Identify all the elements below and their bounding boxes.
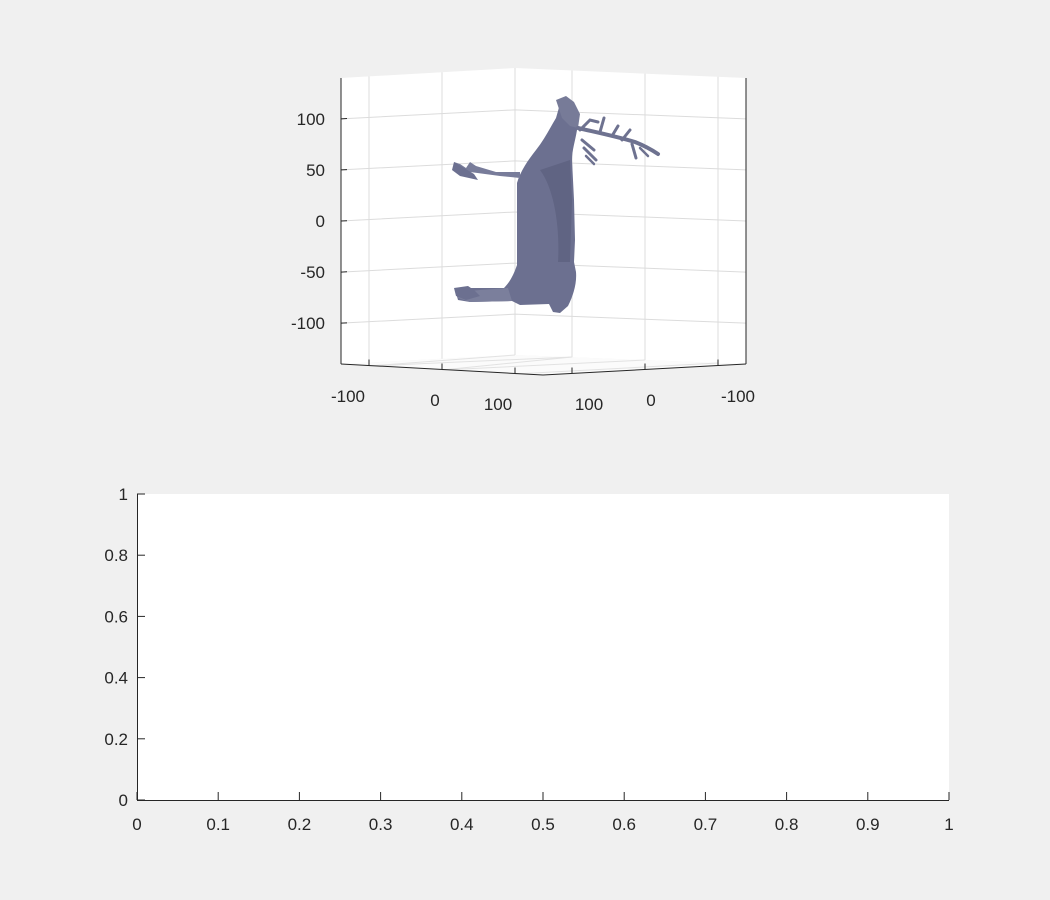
deer-surface [452,96,660,313]
deer-head [556,96,580,128]
z-tick-label: 50 [306,161,325,180]
floor-gridline [441,356,573,371]
y-tick-label-2d: 0.8 [104,546,128,565]
plot-area [137,494,949,800]
ticks-3d: 100 50 0 -50 -100 -100 0 100 100 0 -100 [291,110,755,414]
y-tick-label: 0 [646,391,655,410]
axes-3d: 100 50 0 -50 -100 -100 0 100 100 0 -100 [291,68,755,414]
x-tick-label: -100 [331,387,365,406]
floor-gridline [368,356,573,367]
floor-gridline [514,362,719,375]
deer-upper-legs [454,162,520,178]
x-tick-label-2d: 1 [944,815,953,834]
z-tick-label: 0 [316,212,325,231]
y-tick-label-2d: 1 [119,485,128,504]
x-tick-label: 0 [430,391,439,410]
deer-lower-hoof [454,286,480,300]
z-tick-label: -50 [300,263,325,282]
y-tick-label: -100 [721,387,755,406]
deer-body [456,100,578,313]
x-tick-label: 100 [484,395,512,414]
deer-antlers [576,116,660,166]
deer-body-shade [540,160,572,262]
y-tick-label-2d: 0 [119,791,128,810]
x-tick-label-2d: 0.5 [531,815,555,834]
z-tick-label: 100 [297,110,325,129]
x-tick-label-2d: 0.4 [450,815,474,834]
x-tick-label-2d: 0.3 [369,815,393,834]
x-tick-label-2d: 0.1 [206,815,230,834]
floor-gridline [441,359,646,371]
y-tick-label: 100 [575,395,603,414]
ticks-2d: 0 0.1 0.2 0.3 0.4 0.5 0.6 0.7 0.8 0.9 1 0 0.2 0.4 0.6 0… [104,485,953,834]
deer-upper-hoof [452,162,478,180]
x-tick-label-2d: 0.8 [775,815,799,834]
axes-2d: 0 0.1 0.2 0.3 0.4 0.5 0.6 0.7 0.8 0.9 1 0 0.2 0.4 0.6 0… [104,485,953,834]
x-tick-label-2d: 0.7 [694,815,718,834]
z-tick-label: -100 [291,314,325,333]
x-tick-label-2d: 0.6 [612,815,636,834]
x-tick-label-2d: 0.2 [288,815,312,834]
y-tick-label-2d: 0.4 [104,669,128,688]
y-tick-label-2d: 0.2 [104,730,128,749]
x-tick-label-2d: 0 [132,815,141,834]
x-tick-label-2d: 0.9 [856,815,880,834]
y-tick-label-2d: 0.6 [104,607,128,626]
floor-gridline [368,354,516,367]
